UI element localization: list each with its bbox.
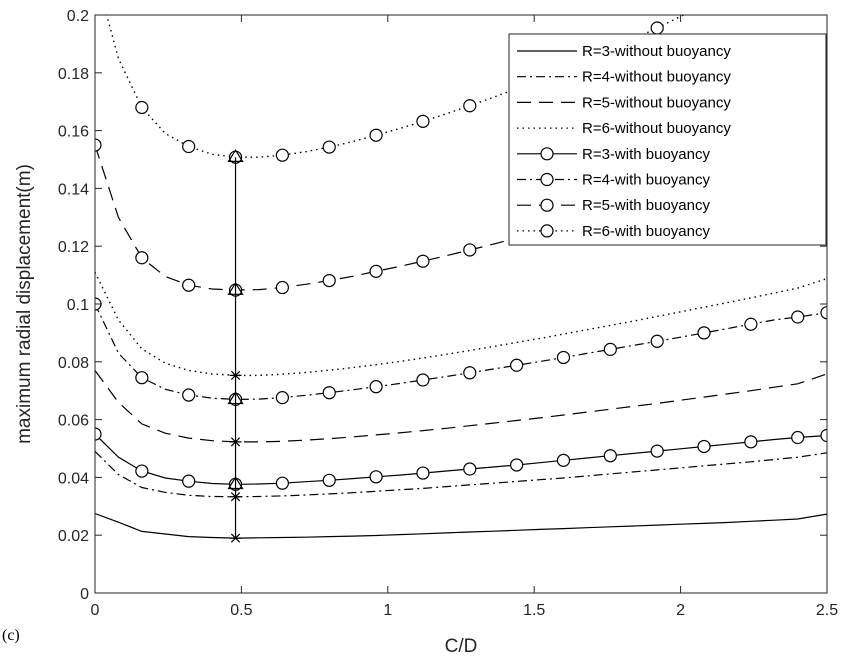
series-4-marker <box>791 430 805 445</box>
series-6-marker <box>135 251 149 265</box>
legend-entry-4: R=3-with buoyancy <box>582 146 710 163</box>
series-5-marker <box>603 342 617 356</box>
y-tick-label: 0.04 <box>58 470 89 487</box>
x-tick-label: 0 <box>91 602 100 619</box>
series-line-1 <box>95 450 827 498</box>
legend: R=3-without buoyancy R=4-without buoyancy… <box>508 33 827 246</box>
x-tick-label: 2.5 <box>816 602 838 619</box>
triangle-marker <box>227 391 244 405</box>
series-5-marker <box>369 380 383 394</box>
series-7-marker <box>275 148 289 162</box>
legend-entry-6: R=5-with buoyancy <box>582 197 710 214</box>
series-5-marker <box>182 388 196 402</box>
series-5-marker <box>791 310 805 324</box>
series-6-marker <box>322 273 336 288</box>
y-tick-label: 0.14 <box>58 181 89 198</box>
star-marker <box>229 533 242 543</box>
series-5-marker <box>510 358 524 372</box>
panel-label: (c) <box>2 627 20 644</box>
y-tick-label: 0.02 <box>58 528 89 545</box>
series-4-marker <box>744 435 758 449</box>
y-tick-label: 0.1 <box>67 297 89 314</box>
legend-entry-2: R=5-without buoyancy <box>582 94 731 111</box>
y-tick-label: 0.08 <box>58 355 89 372</box>
legend-entry-0: R=3-without buoyancy <box>582 43 731 60</box>
series-6-marker <box>369 264 383 278</box>
star-marker <box>229 437 242 447</box>
series-4-marker <box>322 473 336 487</box>
x-tick-label: 0.5 <box>230 602 252 619</box>
star-marker <box>229 492 242 502</box>
series-5-marker <box>463 366 477 380</box>
series-5-marker <box>275 391 289 405</box>
series-5-marker <box>322 386 336 400</box>
series-7-marker <box>322 140 336 154</box>
series-7-marker <box>698 0 710 11</box>
series-5-marker <box>650 334 664 348</box>
series-7-marker <box>650 21 664 35</box>
series-7-marker <box>369 128 383 142</box>
series-4-marker <box>369 470 383 484</box>
series-4-marker <box>182 474 196 488</box>
y-tick-label: 0.12 <box>58 239 89 256</box>
series-4-marker <box>416 466 430 480</box>
series-6-marker <box>275 280 289 295</box>
series-4-marker <box>603 449 617 463</box>
legend-box <box>508 33 827 246</box>
series-4-marker <box>275 476 289 490</box>
series-7-marker <box>463 99 477 113</box>
series-7-marker <box>135 100 149 115</box>
series-5-marker <box>697 326 711 340</box>
star-marker <box>229 370 242 381</box>
y-axis-label: maximum radial displacement(m) <box>14 164 35 444</box>
marker-line-layer <box>227 149 244 543</box>
series-4-marker <box>463 462 477 476</box>
series-5-marker <box>135 371 149 385</box>
series-4-marker <box>697 439 711 454</box>
x-tick-label: 1 <box>383 602 392 619</box>
series-6-marker <box>95 138 102 152</box>
ticks-layer: 0 0.5 1 1.5 2 2.5 0 0.02 0.04 0.06 0.08 0.1 0.12 0.14… <box>58 8 838 619</box>
triangle-marker <box>227 281 244 295</box>
legend-entry-7: R=6-with buoyancy <box>582 223 710 240</box>
triangle-marker <box>227 149 244 162</box>
legend-entry-5: R=4-with buoyancy <box>582 172 710 189</box>
series-4-marker <box>820 428 827 443</box>
legend-marker-6 <box>540 198 554 212</box>
series-line-5 <box>95 303 827 401</box>
series-7-marker <box>182 139 196 154</box>
series-4-marker <box>95 427 102 441</box>
series-line-6 <box>95 144 827 291</box>
series-line-3 <box>95 271 827 377</box>
series-line-0 <box>95 512 827 539</box>
legend-marker-7 <box>540 224 554 238</box>
x-tick-label: 2 <box>676 602 685 619</box>
y-tick-label: 0.2 <box>67 8 89 25</box>
series-7-marker <box>416 114 430 128</box>
series-5-marker <box>744 317 758 331</box>
legend-marker-5 <box>540 172 554 187</box>
series-4-marker <box>556 453 571 467</box>
x-axis-label: C/D <box>445 636 478 657</box>
x-tick-label: 1.5 <box>523 602 545 619</box>
series-6-marker <box>463 243 477 257</box>
legend-marker-4 <box>540 147 554 161</box>
legend-entry-1: R=4-without buoyancy <box>582 69 731 86</box>
y-tick-label: 0.16 <box>58 124 89 141</box>
series-4-marker <box>650 444 664 458</box>
y-tick-label: 0.06 <box>58 413 89 430</box>
triangle-marker <box>227 476 244 490</box>
series-5-marker <box>556 350 571 365</box>
series-6-marker <box>416 254 430 268</box>
y-tick-label: 0 <box>80 586 89 603</box>
series-4-marker <box>135 464 149 478</box>
series-6-marker <box>182 278 196 292</box>
legend-entry-3: R=6-without buoyancy <box>582 120 731 137</box>
y-tick-label: 0.18 <box>58 66 89 83</box>
series-5-marker <box>820 306 827 320</box>
series-5-marker <box>416 373 430 387</box>
series-4-marker <box>510 458 524 472</box>
